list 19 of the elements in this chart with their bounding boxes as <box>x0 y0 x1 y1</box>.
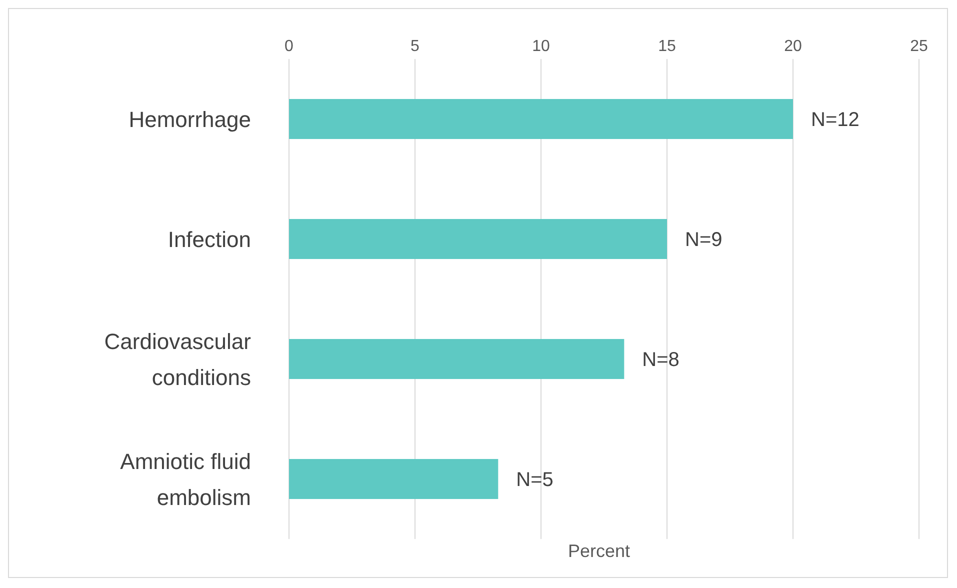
x-axis-title: Percent <box>566 541 632 562</box>
x-tick-label: 10 <box>532 38 550 55</box>
annotation: N=5 <box>516 469 554 492</box>
bar <box>289 339 624 379</box>
x-tick-label: 20 <box>784 38 802 55</box>
bar <box>289 99 793 139</box>
bar <box>289 459 498 499</box>
x-tick-label: 25 <box>910 38 928 55</box>
bar <box>289 219 667 259</box>
y-tick-label: Cardiovascular conditions <box>104 328 251 390</box>
y-tick-label: Infection <box>168 226 251 252</box>
x-tick-label: 15 <box>658 38 676 55</box>
annotation: N=12 <box>811 109 860 132</box>
x-tick-label: 0 <box>284 38 294 55</box>
y-tick-label: Amniotic fluid embolism <box>120 448 251 510</box>
x-tick-label: 5 <box>410 38 420 55</box>
annotation: N=9 <box>685 229 722 252</box>
annotation: N=8 <box>642 349 680 372</box>
y-tick-label: Hemorrhage <box>128 106 251 132</box>
